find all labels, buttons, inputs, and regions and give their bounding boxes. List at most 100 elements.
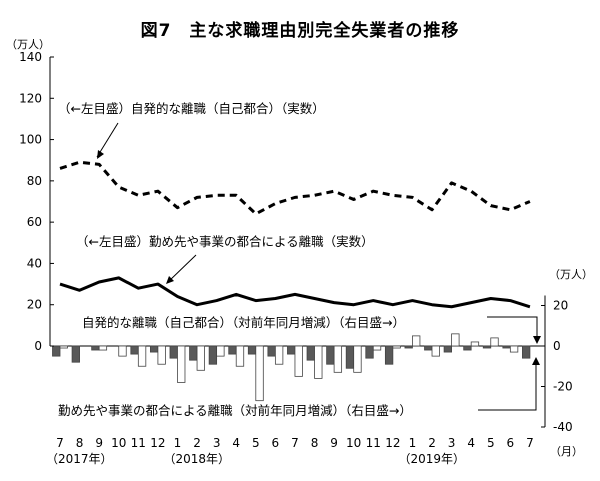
x-axis-unit: （月） — [550, 445, 583, 458]
light-bar — [392, 345, 401, 349]
dark-bar — [130, 345, 139, 355]
light-bar — [431, 345, 440, 357]
dark-bar — [502, 345, 511, 349]
x-tick-label: 3 — [448, 436, 456, 450]
annotation-involuntary-level: （←左目盛）勤め先や事業の都合による離職（実数） — [76, 234, 374, 249]
annotation-voluntary-level: （←左目盛）自発的な離職（自己都合）（実数） — [58, 101, 325, 116]
dark-bar — [189, 345, 198, 361]
left-tick-label: 80 — [27, 174, 42, 188]
left-axis-unit: （万人） — [6, 38, 50, 51]
dark-bar — [424, 345, 433, 351]
x-tick-label: 10 — [111, 436, 126, 450]
dark-bar — [306, 345, 315, 361]
chart-title: 図7 主な求職理由別完全失業者の推移 — [140, 21, 460, 41]
x-tick-label: 4 — [232, 436, 240, 450]
light-bar — [196, 345, 205, 371]
dark-bar — [365, 345, 374, 359]
left-tick-label: 20 — [27, 298, 42, 312]
annotation-leader — [487, 316, 538, 340]
arrowhead — [533, 336, 541, 344]
bars-group — [52, 333, 531, 402]
right-tick-label: 0 — [553, 339, 561, 353]
right-tick-label: -20 — [553, 380, 573, 394]
light-bar — [177, 345, 186, 383]
x-tick-label: 8 — [311, 436, 319, 450]
voluntary-line — [59, 160, 531, 216]
x-tick-label: 1 — [409, 436, 417, 450]
left-tick-label: 140 — [19, 50, 42, 64]
light-bar — [333, 345, 343, 373]
light-bar — [490, 337, 499, 347]
dark-bar — [345, 345, 355, 369]
annotation-involuntary-change: 勤め先や事業の都合による離職（対前年同月増減）（右目盛→） — [58, 403, 412, 418]
annotation-leader — [478, 362, 537, 411]
dark-bar — [208, 345, 218, 365]
annotations-group: （←左目盛）自発的な離職（自己都合）（実数） （←左目盛）勤め先や事業の都合による… — [58, 101, 541, 418]
x-tick-label: 10 — [346, 436, 361, 450]
arrowhead — [166, 276, 174, 284]
dark-bar — [247, 345, 257, 355]
dark-bar — [71, 345, 80, 363]
light-bar — [353, 345, 362, 373]
dark-bar — [482, 345, 492, 349]
annotation-arrow — [96, 122, 119, 158]
x-tick-label: 7 — [56, 436, 64, 450]
x-tick-label: 1 — [174, 436, 182, 450]
x-tick-label: 11 — [366, 436, 381, 450]
light-bar — [294, 345, 303, 377]
light-bar — [118, 345, 127, 357]
light-bar — [509, 345, 519, 353]
light-bar — [137, 345, 147, 367]
light-bar — [372, 345, 382, 351]
x-tick-label: 9 — [330, 436, 338, 450]
lines-group — [59, 160, 531, 309]
left-tick-label: 100 — [19, 133, 42, 147]
dark-bar — [287, 345, 296, 355]
x-tick-label: 5 — [487, 436, 495, 450]
dark-bar — [326, 345, 335, 365]
dark-bar — [443, 345, 453, 353]
annotation-arrow — [167, 254, 197, 283]
dark-bar — [169, 345, 178, 359]
x-tick-label: 11 — [131, 436, 146, 450]
dark-bar — [149, 345, 159, 353]
x-tick-label: 6 — [272, 436, 280, 450]
dark-bar — [228, 345, 237, 355]
arrowhead — [532, 357, 540, 365]
x-tick-label: 7 — [526, 436, 534, 450]
x-tick-label: 12 — [385, 436, 400, 450]
left-tick-label: 60 — [27, 215, 42, 229]
right-tick-label: -40 — [553, 420, 573, 434]
dark-bar — [463, 345, 472, 351]
dark-bar — [404, 345, 413, 349]
year-label: （2017年） — [46, 452, 113, 466]
light-bar — [255, 345, 264, 402]
x-tick-label: 2 — [193, 436, 201, 450]
light-bar — [470, 341, 480, 347]
light-bar — [98, 345, 108, 351]
left-tick-label: 40 — [27, 256, 42, 270]
x-tick-label: 8 — [76, 436, 84, 450]
x-tick-label: 9 — [95, 436, 103, 450]
dark-bar — [91, 345, 100, 351]
light-bar — [59, 345, 68, 349]
x-tick-label: 2 — [428, 436, 436, 450]
light-bar — [451, 333, 460, 347]
dark-bar — [384, 345, 394, 365]
x-tick-label: 4 — [467, 436, 475, 450]
light-bar — [235, 345, 245, 367]
right-axis-unit: （万人） — [549, 268, 593, 281]
left-tick-label: 0 — [34, 339, 42, 353]
year-label: （2018年） — [163, 452, 230, 466]
light-bar — [314, 345, 323, 379]
light-bar — [216, 345, 225, 357]
annotation-voluntary-change: 自発的な離職（自己都合）（対前年同月増減）（右目盛→） — [82, 315, 405, 330]
light-bar — [274, 345, 284, 365]
dark-bar — [522, 345, 531, 359]
light-bar — [412, 335, 421, 347]
dark-bar — [267, 345, 276, 357]
left-tick-label: 120 — [19, 91, 42, 105]
x-tick-label: 6 — [507, 436, 515, 450]
